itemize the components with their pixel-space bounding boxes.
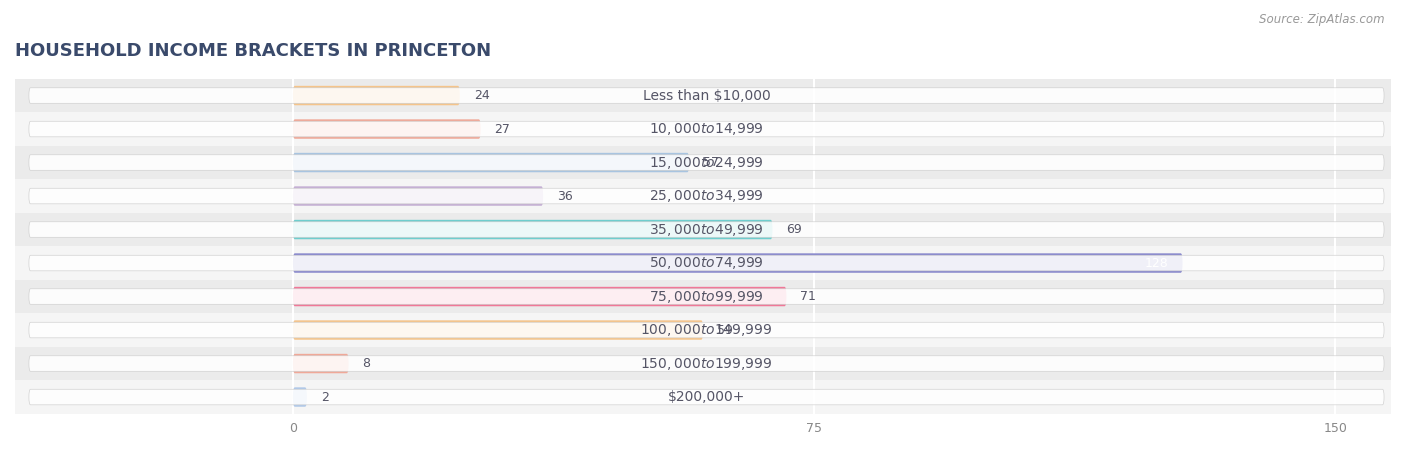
FancyBboxPatch shape: [292, 387, 307, 407]
Text: $10,000 to $14,999: $10,000 to $14,999: [650, 121, 763, 137]
Text: $25,000 to $34,999: $25,000 to $34,999: [650, 188, 763, 204]
FancyBboxPatch shape: [292, 86, 460, 105]
Bar: [15, 146, 1391, 179]
Text: $15,000 to $24,999: $15,000 to $24,999: [650, 154, 763, 171]
FancyBboxPatch shape: [30, 121, 1384, 137]
FancyBboxPatch shape: [30, 155, 1384, 170]
Text: $200,000+: $200,000+: [668, 390, 745, 404]
Text: 24: 24: [474, 89, 489, 102]
Text: HOUSEHOLD INCOME BRACKETS IN PRINCETON: HOUSEHOLD INCOME BRACKETS IN PRINCETON: [15, 42, 491, 60]
FancyBboxPatch shape: [30, 222, 1384, 237]
Bar: [15, 213, 1391, 246]
Text: 2: 2: [321, 391, 329, 404]
FancyBboxPatch shape: [292, 119, 481, 139]
Text: 36: 36: [557, 189, 572, 202]
FancyBboxPatch shape: [292, 153, 689, 172]
Bar: [15, 347, 1391, 380]
FancyBboxPatch shape: [292, 354, 349, 373]
Text: $75,000 to $99,999: $75,000 to $99,999: [650, 288, 763, 305]
Text: $100,000 to $149,999: $100,000 to $149,999: [640, 322, 773, 338]
Text: Less than $10,000: Less than $10,000: [643, 89, 770, 103]
FancyBboxPatch shape: [30, 289, 1384, 304]
Text: 8: 8: [363, 357, 370, 370]
Text: 69: 69: [786, 223, 803, 236]
FancyBboxPatch shape: [30, 322, 1384, 338]
Bar: [15, 380, 1391, 414]
FancyBboxPatch shape: [292, 287, 786, 306]
Bar: [15, 313, 1391, 347]
Text: 57: 57: [703, 156, 718, 169]
FancyBboxPatch shape: [30, 188, 1384, 204]
FancyBboxPatch shape: [30, 255, 1384, 271]
Text: Source: ZipAtlas.com: Source: ZipAtlas.com: [1260, 14, 1385, 27]
Bar: [15, 179, 1391, 213]
Bar: [15, 112, 1391, 146]
FancyBboxPatch shape: [292, 253, 1182, 273]
FancyBboxPatch shape: [30, 356, 1384, 371]
Text: 27: 27: [495, 122, 510, 135]
FancyBboxPatch shape: [292, 186, 543, 206]
Text: 59: 59: [717, 324, 733, 337]
Bar: [15, 280, 1391, 313]
FancyBboxPatch shape: [292, 320, 703, 340]
Text: $50,000 to $74,999: $50,000 to $74,999: [650, 255, 763, 271]
FancyBboxPatch shape: [30, 88, 1384, 104]
FancyBboxPatch shape: [292, 220, 772, 239]
Text: $150,000 to $199,999: $150,000 to $199,999: [640, 356, 773, 372]
FancyBboxPatch shape: [30, 389, 1384, 405]
Bar: [15, 246, 1391, 280]
Bar: [15, 79, 1391, 112]
Text: $35,000 to $49,999: $35,000 to $49,999: [650, 221, 763, 238]
Text: 128: 128: [1144, 256, 1168, 270]
Text: 71: 71: [800, 290, 815, 303]
